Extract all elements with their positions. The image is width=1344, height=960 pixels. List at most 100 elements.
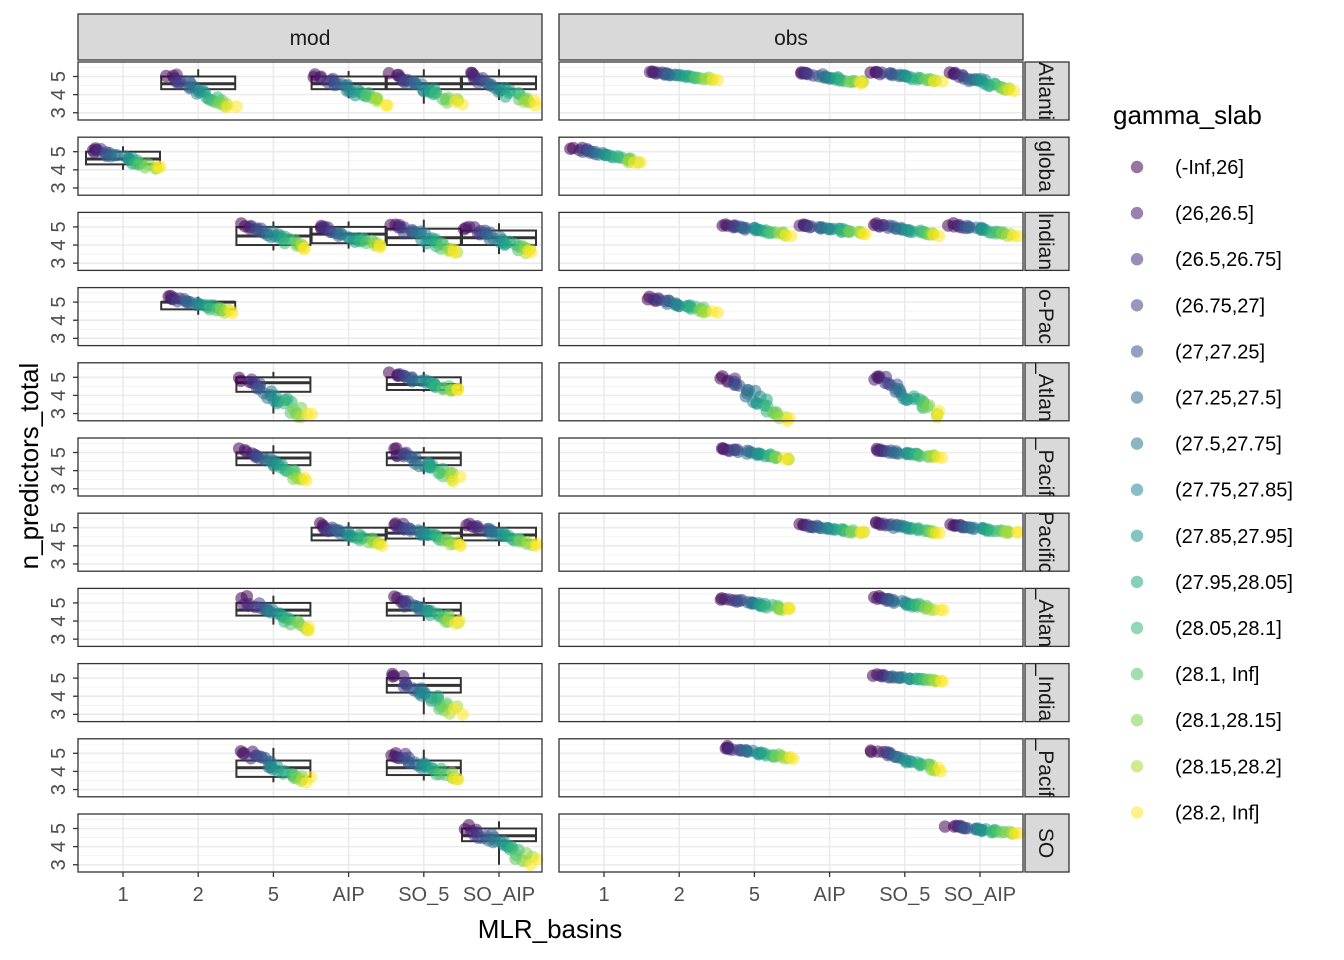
points-SO_AIP — [942, 217, 1025, 243]
y-tick-label: 4 — [48, 841, 70, 852]
data-point — [785, 229, 798, 243]
x-tick-label: SO_5 — [398, 884, 449, 906]
points-5 — [719, 739, 800, 765]
data-point — [448, 772, 461, 785]
panel-background — [559, 588, 1023, 647]
row-strip-Indo-Pacific — [1024, 286, 1070, 347]
y-tick-label: 5 — [48, 146, 70, 157]
data-point — [803, 221, 816, 234]
panel-background — [78, 663, 542, 722]
data-point — [1007, 84, 1021, 98]
x-tick-label: AIP — [813, 884, 845, 906]
legend-label: (28.1,28.15] — [1175, 710, 1282, 732]
x-tick-label: 2 — [193, 884, 204, 906]
panel-mod-N_Pacific — [77, 437, 543, 497]
data-point — [868, 373, 881, 386]
panel-border — [558, 362, 1024, 422]
points-SO_AIP — [458, 819, 544, 871]
row-strip-label-S_Indian: _India — [1034, 663, 1057, 722]
x-tick-label: 1 — [117, 884, 128, 906]
panel-mod-Indo-Pacific — [77, 286, 543, 347]
data-point — [934, 603, 947, 617]
data-point — [524, 246, 538, 259]
points-5 — [232, 442, 313, 487]
panel-obs-N_Atlantic — [558, 362, 1024, 427]
row-strip-S_Atlantic — [1024, 587, 1070, 648]
panel-background — [559, 663, 1023, 722]
panel-border — [77, 813, 543, 873]
data-point — [1007, 229, 1020, 243]
points-SO_5 — [870, 442, 949, 465]
y-tick-label: 5 — [48, 297, 70, 308]
points-SO_5 — [386, 667, 469, 721]
row-strip-label-Atlantic: Atlanti — [1034, 62, 1057, 120]
panel-border — [558, 738, 1024, 798]
row-strip-label-N_Atlantic: _Atlan — [1034, 361, 1057, 422]
points-SO_5 — [868, 217, 946, 243]
data-point — [502, 86, 516, 99]
data-point — [370, 92, 383, 105]
y-tick-label: 4 — [48, 239, 70, 250]
data-point — [528, 94, 541, 107]
panel-obs-global — [558, 136, 1024, 196]
data-point — [936, 675, 949, 688]
data-point — [843, 75, 857, 89]
row-strip-label-Pacific: Pacific — [1034, 511, 1057, 573]
data-point — [451, 383, 464, 396]
x-tick-label: 5 — [749, 884, 760, 906]
legend-label: (26.5,26.75] — [1175, 249, 1282, 271]
data-point — [859, 227, 872, 241]
panel-border — [77, 211, 543, 272]
legend-label: (27.85,27.95] — [1175, 526, 1293, 548]
points-SO_AIP — [465, 66, 542, 112]
panel-border — [77, 738, 543, 798]
points-SO_AIP — [938, 819, 1025, 840]
y-tick-label: 3 — [48, 107, 70, 118]
data-point — [777, 452, 790, 465]
y-tick-label: 4 — [48, 390, 70, 401]
data-point — [456, 98, 469, 111]
panel-background — [559, 362, 1023, 421]
data-point — [706, 73, 720, 86]
points-1 — [86, 142, 167, 175]
row-strip-N_Atlantic — [1024, 362, 1070, 422]
row-strip-S_Indian — [1024, 662, 1070, 723]
row-strip-Atlantic — [1024, 61, 1070, 121]
points-SO_5 — [388, 590, 466, 630]
legend-key — [1130, 806, 1144, 819]
data-point — [405, 452, 418, 465]
y-tick-label: 5 — [48, 522, 70, 533]
row-strip-label-S_Atlantic: _Atlan — [1034, 587, 1057, 648]
y-tick-label: 4 — [48, 766, 70, 777]
panel-mod-Indian — [77, 211, 543, 272]
row-strip-label-group: Indian — [1034, 213, 1057, 270]
data-point — [221, 100, 234, 113]
panel-border — [77, 512, 543, 572]
data-point — [278, 236, 291, 250]
legend-key — [1130, 621, 1144, 635]
y-tick-label: 4 — [48, 465, 70, 476]
panel-obs-SO — [558, 813, 1025, 873]
y-tick-label: 3 — [48, 182, 70, 193]
legend-key — [1130, 299, 1144, 312]
points-AIP — [795, 66, 869, 90]
y-tick-label: 3 — [48, 258, 70, 269]
legend-key — [1130, 253, 1144, 266]
data-point — [485, 528, 499, 541]
y-tick-label: 4 — [48, 540, 70, 551]
data-point — [173, 76, 186, 89]
row-strip-label-group: _Atlan — [1034, 361, 1057, 422]
panel-background — [78, 588, 542, 647]
row-strip-label-global: globa — [1034, 141, 1057, 193]
data-point — [300, 776, 313, 789]
legend-label: (26,26.5] — [1175, 203, 1254, 225]
points-SO_AIP — [943, 66, 1021, 98]
x-tick-label: SO_AIP — [463, 884, 535, 906]
legend-label: (27.95,28.05] — [1175, 572, 1293, 594]
row-strip-label-group: globa — [1034, 141, 1057, 193]
y-tick-label: 5 — [48, 823, 70, 834]
points-2 — [641, 290, 725, 319]
panel-obs-Pacific — [558, 512, 1024, 572]
data-point — [921, 400, 934, 414]
